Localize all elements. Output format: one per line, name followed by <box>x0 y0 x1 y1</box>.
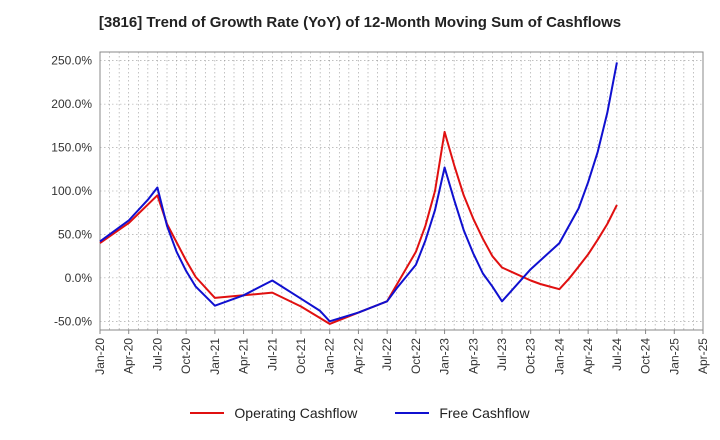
x-tick-label: Jan-24 <box>552 338 566 375</box>
legend-swatch-operating-cashflow <box>190 412 225 414</box>
x-tick-label: Apr-20 <box>122 338 136 374</box>
y-tick-label: 250.0% <box>51 54 92 68</box>
legend-item-operating-cashflow: Operating Cashflow <box>190 405 357 421</box>
x-tick-label: Oct-23 <box>524 338 538 374</box>
y-tick-label: -50.0% <box>54 314 92 328</box>
x-tick-label: Jul-22 <box>380 338 394 371</box>
x-tick-label: Apr-21 <box>237 338 251 374</box>
y-tick-label: 150.0% <box>51 141 92 155</box>
legend: Operating Cashflow Free Cashflow <box>0 405 720 421</box>
y-tick-label: 50.0% <box>58 227 92 241</box>
series-line-operating-cashflow <box>99 130 618 325</box>
legend-label-operating-cashflow: Operating Cashflow <box>234 405 358 421</box>
x-tick-label: Jul-24 <box>610 338 624 371</box>
x-tick-label: Jul-20 <box>150 338 164 371</box>
x-tick-label: Jan-22 <box>323 338 337 375</box>
x-tick-label: Apr-24 <box>581 338 595 374</box>
series-line-free-cashflow <box>99 62 618 323</box>
x-tick-label: Oct-21 <box>294 338 308 374</box>
x-tick-label: Jul-21 <box>265 338 279 371</box>
legend-label-free-cashflow: Free Cashflow <box>439 405 530 421</box>
x-tick-label: Jan-25 <box>667 338 681 375</box>
x-tick-label: Apr-23 <box>466 338 480 374</box>
x-tick-label: Jan-21 <box>208 338 222 375</box>
chart-title: [3816] Trend of Growth Rate (YoY) of 12-… <box>98 14 622 31</box>
x-tick-label: Jul-23 <box>495 338 509 371</box>
y-tick-label: 0.0% <box>65 271 93 285</box>
y-tick-label: 200.0% <box>51 97 92 111</box>
x-tick-label: Oct-22 <box>409 338 423 374</box>
x-tick-label: Apr-22 <box>351 338 365 374</box>
legend-swatch-free-cashflow <box>395 412 430 414</box>
x-tick-label: Jan-20 <box>93 338 107 375</box>
x-tick-label: Jan-23 <box>438 338 452 375</box>
y-tick-label: 100.0% <box>51 184 92 198</box>
x-tick-label: Oct-24 <box>639 338 653 374</box>
x-tick-label: Apr-25 <box>696 338 710 374</box>
x-tick-label: Oct-20 <box>179 338 193 374</box>
legend-item-free-cashflow: Free Cashflow <box>395 405 530 421</box>
